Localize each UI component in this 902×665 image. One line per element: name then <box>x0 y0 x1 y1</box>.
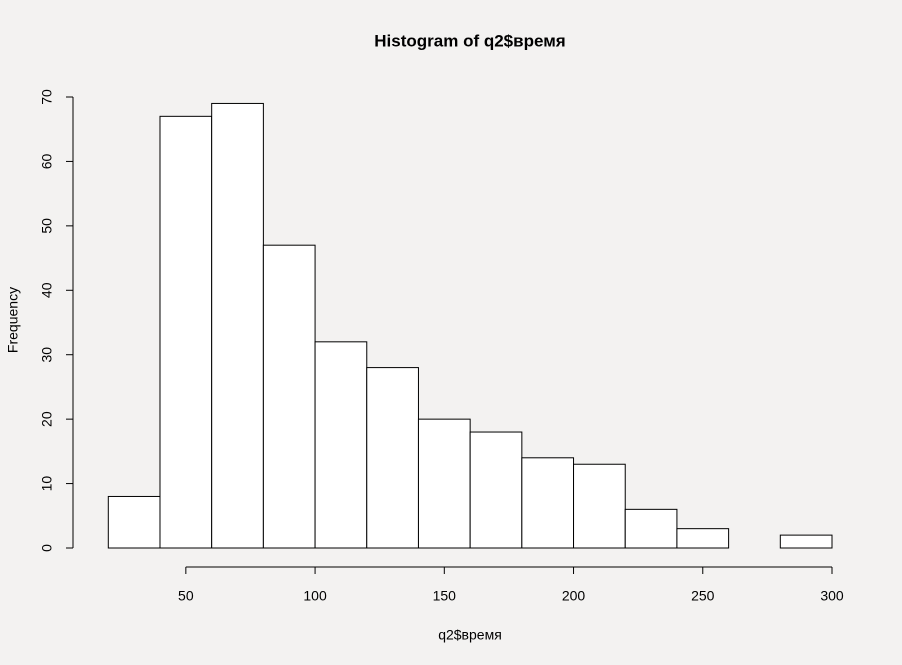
y-tick-label: 70 <box>39 89 55 105</box>
x-tick-label: 50 <box>178 588 194 604</box>
bar <box>211 102 264 549</box>
y-axis-label: Frequency <box>5 287 21 353</box>
y-tick-label: 60 <box>39 153 55 169</box>
x-tick-label: 100 <box>303 588 327 604</box>
bar <box>469 431 523 549</box>
y-tick-label: 50 <box>39 218 55 234</box>
y-tick-label: 20 <box>39 411 55 427</box>
x-tick-label: 300 <box>820 588 844 604</box>
x-tick-label: 200 <box>562 588 586 604</box>
x-tick-label: 250 <box>691 588 715 604</box>
y-tick-label: 30 <box>39 347 55 363</box>
y-tick-label: 10 <box>39 476 55 492</box>
bar <box>521 457 575 549</box>
y-tick-label: 40 <box>39 282 55 298</box>
y-tick-label: 0 <box>39 544 55 552</box>
x-axis-label: q2$время <box>438 627 502 643</box>
bar <box>676 528 730 549</box>
bar <box>624 508 678 549</box>
bar <box>417 418 471 549</box>
bar <box>779 534 833 549</box>
bar <box>573 463 626 549</box>
chart-title: Histogram of q2$время <box>374 31 565 50</box>
bar <box>107 495 161 549</box>
bar <box>262 244 316 549</box>
bar <box>314 341 368 549</box>
x-tick-label: 150 <box>433 588 457 604</box>
bar <box>159 115 213 549</box>
bar <box>366 367 419 549</box>
